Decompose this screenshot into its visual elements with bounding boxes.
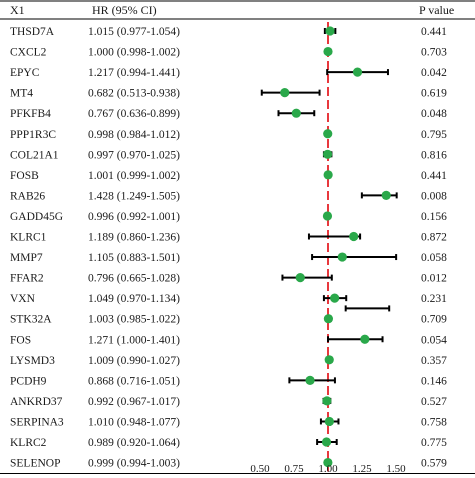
p-value-label: 0.441 xyxy=(421,170,447,182)
hr-point xyxy=(323,170,333,180)
hr-ci-label: 1.015 (0.977-1.054) xyxy=(88,26,180,38)
hr-ci-label: 1.428 (1.249-1.505) xyxy=(88,190,180,202)
hr-point xyxy=(322,149,333,159)
gene-label: PCDH9 xyxy=(10,375,47,387)
p-value-label: 0.231 xyxy=(421,293,447,305)
p-value-label: 0.872 xyxy=(421,232,447,244)
p-value-label: 0.709 xyxy=(421,314,447,326)
hr-point xyxy=(349,231,359,242)
hr-point xyxy=(323,46,333,57)
p-value-label: 0.156 xyxy=(421,211,447,223)
hr-point xyxy=(324,416,334,427)
p-value-label: 0.816 xyxy=(421,149,447,161)
gene-label: SERPINA3 xyxy=(10,416,64,428)
p-value-label: 0.357 xyxy=(421,355,447,367)
x-tick-label: 0.50 xyxy=(250,463,270,475)
hr-point xyxy=(330,293,340,303)
gene-label: KLRC1 xyxy=(10,232,47,244)
hr-ci-label: 1.105 (0.883-1.501) xyxy=(88,252,180,264)
x-axis: 0.50 0.75 1.00 1.25 1.50 xyxy=(0,463,475,475)
p-value-label: 0.527 xyxy=(421,396,447,408)
hr-point xyxy=(295,273,305,283)
hr-point xyxy=(337,252,347,262)
p-value-label: 0.758 xyxy=(421,416,447,428)
hr-point xyxy=(322,396,332,406)
p-value-label: 0.048 xyxy=(421,108,447,120)
gene-label: PPP1R3C xyxy=(10,129,56,141)
hr-ci-label: 1.003 (0.985-1.022) xyxy=(88,314,180,326)
hr-ci-label: 0.998 (0.984-1.012) xyxy=(88,129,180,141)
p-value-label: 0.012 xyxy=(421,273,447,285)
hr-ci-label: 0.999 (0.994-1.003) xyxy=(88,458,180,470)
hr-ci-label: 0.682 (0.513-0.938) xyxy=(88,88,180,100)
hr-ci-label: 1.009 (0.990-1.027) xyxy=(88,355,180,367)
gene-label: CXCL2 xyxy=(10,47,47,59)
x-tick-label: 1.00 xyxy=(318,463,338,475)
hr-ci-label: 1.001 (0.999-1.002) xyxy=(88,170,180,182)
p-value-label: 0.703 xyxy=(421,47,447,59)
gene-label: GADD45G xyxy=(10,211,63,223)
hr-ci-label: 0.996 (0.992-1.001) xyxy=(88,211,180,223)
hr-point xyxy=(305,375,315,385)
p-value-label: 0.008 xyxy=(421,190,447,202)
hr-point xyxy=(381,190,391,200)
p-value-label: 0.775 xyxy=(421,437,447,449)
gene-label: ANKRD37 xyxy=(10,396,63,408)
hr-point xyxy=(321,437,332,447)
hr-ci-label: 1.189 (0.860-1.236) xyxy=(88,232,180,244)
hr-ci-label: 1.000 (0.998-1.002) xyxy=(88,47,180,59)
gene-label: FOSB xyxy=(10,170,39,182)
hr-ci-label: 0.767 (0.636-0.899) xyxy=(88,108,180,120)
hr-point xyxy=(324,355,334,365)
header-hr: HR (95% CI) xyxy=(92,3,157,17)
gene-label: KLRC2 xyxy=(10,437,47,449)
gene-label: RAB26 xyxy=(10,190,45,202)
p-value-label: 0.146 xyxy=(421,375,447,387)
header-gene: X1 xyxy=(10,3,25,17)
hr-ci-label: 1.049 (0.970-1.134) xyxy=(88,293,180,305)
x-tick-label: 1.50 xyxy=(386,463,406,475)
gene-label: THSD7A xyxy=(10,26,55,38)
p-value-label: 0.058 xyxy=(421,252,447,264)
hr-ci-label: 0.868 (0.716-1.051) xyxy=(88,375,180,387)
x-tick-label: 0.75 xyxy=(284,463,304,475)
hr-ci-label: 0.997 (0.970-1.025) xyxy=(88,149,180,161)
hr-point xyxy=(360,334,370,344)
gene-label: MT4 xyxy=(10,88,33,100)
hr-point xyxy=(323,314,334,324)
gene-label: COL21A1 xyxy=(10,149,59,161)
header-p-value: P value xyxy=(419,3,454,17)
gene-label: STK32A xyxy=(10,314,52,326)
hr-point xyxy=(323,457,333,468)
p-value-label: 0.619 xyxy=(421,88,447,100)
p-value-label: 0.042 xyxy=(421,67,447,79)
gene-label: LYSMD3 xyxy=(10,355,55,367)
p-value-label: 0.441 xyxy=(421,26,447,38)
hr-point xyxy=(280,88,290,98)
gene-label: EPYC xyxy=(10,67,40,79)
p-value-label: 0.054 xyxy=(421,334,447,346)
hr-point xyxy=(322,211,333,221)
hr-ci-label: 1.271 (1.000-1.401) xyxy=(88,334,180,346)
gene-label: MMP7 xyxy=(10,252,43,264)
hr-ci-label: 0.989 (0.920-1.064) xyxy=(88,437,180,449)
hr-point xyxy=(291,108,301,118)
hr-ci-label: 0.992 (0.967-1.017) xyxy=(88,396,180,408)
hr-ci-label: 1.010 (0.948-1.077) xyxy=(88,416,180,428)
gene-label: SELENOP xyxy=(10,458,60,470)
gene-label: FFAR2 xyxy=(10,273,44,285)
p-value-label: 0.795 xyxy=(421,129,447,141)
hr-point xyxy=(352,67,363,77)
gene-label: FOS xyxy=(10,334,31,346)
gene-label: PFKFB4 xyxy=(10,108,51,120)
hr-point xyxy=(323,129,333,139)
p-value-label: 0.579 xyxy=(421,458,447,470)
hr-ci-label: 1.217 (0.994-1.441) xyxy=(88,67,180,79)
hr-point xyxy=(325,26,335,36)
x-tick-label: 1.25 xyxy=(352,463,372,475)
gene-label: VXN xyxy=(10,293,36,305)
hr-ci-label: 0.796 (0.665-1.028) xyxy=(88,273,180,285)
